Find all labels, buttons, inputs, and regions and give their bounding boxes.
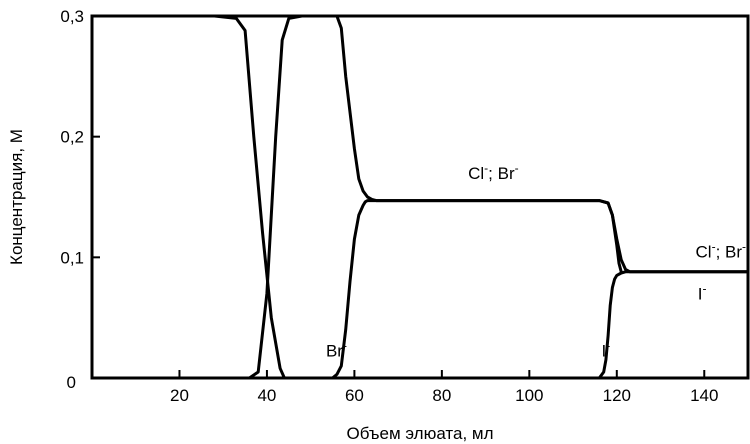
annotation-label: Cl-; Br- <box>468 161 519 183</box>
plot-border <box>90 14 750 380</box>
x-tick-label: 140 <box>690 386 718 405</box>
series-lines <box>90 14 750 380</box>
annotation-label: Cl-; Br-, <box>696 239 750 261</box>
series-line-2 <box>217 14 623 380</box>
x-tick-label: 100 <box>515 386 543 405</box>
x-tick-label: 60 <box>345 386 364 405</box>
annotation-label: I- <box>601 338 610 360</box>
y-tick-label: 0,3 <box>60 7 84 26</box>
x-tick-label: 120 <box>603 386 631 405</box>
plot-frame <box>90 14 750 380</box>
series-line-1 <box>90 14 286 380</box>
y-tick-label: 0,2 <box>60 128 84 147</box>
x-tick-label: 20 <box>170 386 189 405</box>
annotation-label: CH3COO- <box>123 0 197 2</box>
x-tick-label: 80 <box>432 386 451 405</box>
annotation-label: I- <box>698 282 707 304</box>
x-axis-title: Объем элюата, мл <box>346 424 493 443</box>
y-tick-label: 0 <box>67 373 76 392</box>
axis-ticks: 20 40 60 80 100 120 140 0 0,1 0,2 0,3 <box>60 7 718 405</box>
y-axis-title: Концентрация, М <box>7 129 26 265</box>
annotation-label: Cl- <box>315 0 335 2</box>
y-tick-label: 0,1 <box>60 248 84 267</box>
annotation-label: Br- <box>326 338 347 360</box>
x-tick-label: 40 <box>257 386 276 405</box>
series-line-4 <box>580 270 750 380</box>
annotations: CH3COO- Cl- Cl-; Br- Br- I- Cl-; Br-, I- <box>123 0 750 360</box>
series-line-3 <box>309 199 750 380</box>
